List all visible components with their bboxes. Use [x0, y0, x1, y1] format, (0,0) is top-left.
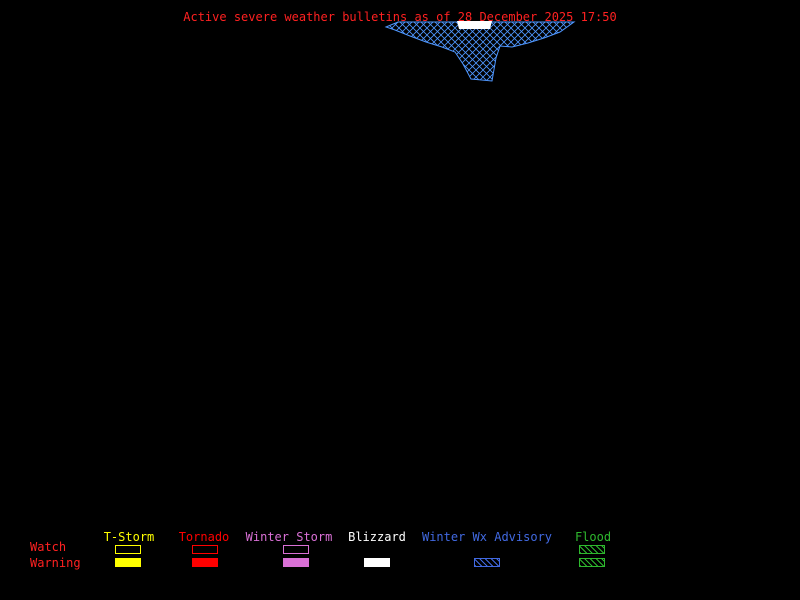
legend-tstorm-warning-box: [115, 558, 141, 567]
winter-wx-advisory-region: [384, 21, 576, 82]
legend-tornado-label: Tornado: [178, 530, 230, 544]
warning-row-label: Warning: [30, 556, 81, 570]
legend-winter-storm-watch-box: [283, 545, 309, 554]
legend-blizzard-label: Blizzard: [348, 530, 406, 544]
legend-tstorm-label: T-Storm: [103, 530, 155, 544]
legend-winter-storm-warning-box: [283, 558, 309, 567]
legend-flood-warning-box: [579, 558, 605, 567]
legend-winter-storm-label: Winter Storm: [245, 530, 333, 544]
watch-row-label: Watch: [30, 540, 67, 554]
legend-winter-wx-advisory-warning-box: [474, 558, 500, 567]
page-title: Active severe weather bulletins as of 28…: [183, 10, 617, 24]
legend-flood-watch-box: [579, 545, 605, 554]
legend-tstorm-watch-box: [115, 545, 141, 554]
legend-winter-wx-advisory-label: Winter Wx Advisory: [421, 530, 553, 544]
legend-flood-label: Flood: [574, 530, 612, 544]
legend-tornado-warning-box: [192, 558, 218, 567]
legend-blizzard-warning-box: [364, 558, 390, 567]
legend-tornado-watch-box: [192, 545, 218, 554]
blizzard-warning-region: [457, 21, 492, 29]
